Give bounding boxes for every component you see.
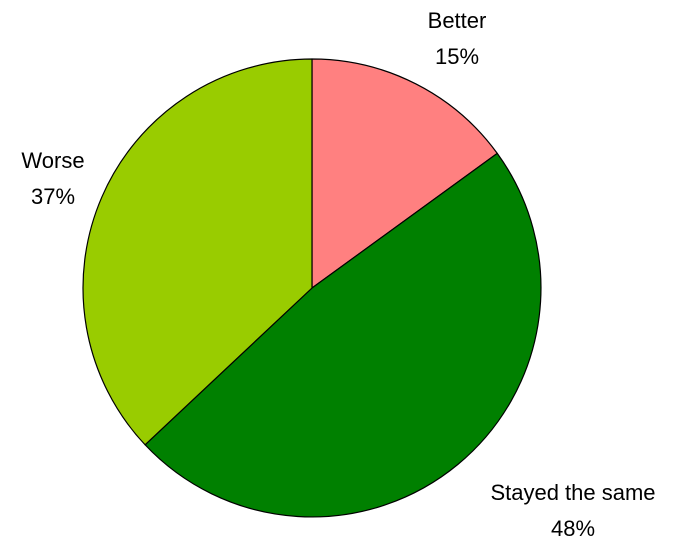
pie-labels: Better 15% Stayed the same 48% Worse 37% xyxy=(21,8,655,541)
slice-worse xyxy=(82,58,313,446)
label-better-name: Better xyxy=(428,8,487,33)
slice-stayed-the-same xyxy=(144,152,542,518)
slice-better xyxy=(311,58,498,289)
label-worse-name: Worse xyxy=(21,148,84,173)
label-worse-percent: 37% xyxy=(31,184,75,209)
label-stayed-the-same-name: Stayed the same xyxy=(490,480,655,505)
label-stayed-the-same-percent: 48% xyxy=(551,516,595,541)
pie-slices xyxy=(82,58,542,518)
label-better-percent: 15% xyxy=(435,44,479,69)
